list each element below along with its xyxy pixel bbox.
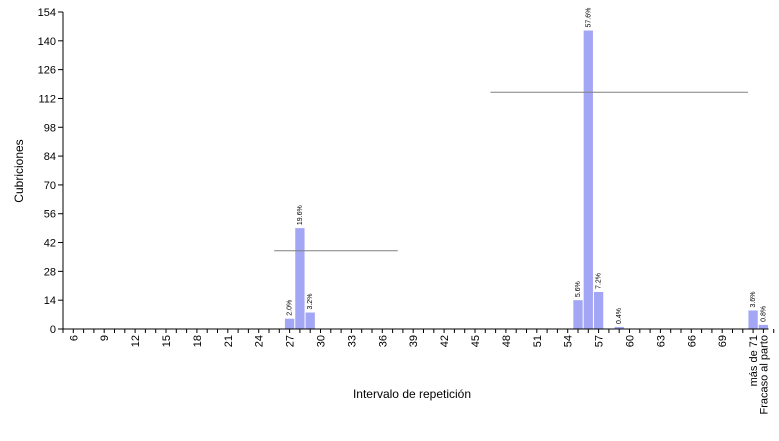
reference-lines-group bbox=[274, 91, 748, 252]
bar-percent-label: 3.2% bbox=[307, 294, 314, 310]
bar bbox=[295, 228, 305, 329]
bar bbox=[583, 30, 593, 330]
x-tick-label: 42 bbox=[439, 335, 451, 347]
y-tick-label: 140 bbox=[38, 36, 56, 48]
x-tick-label: 33 bbox=[346, 335, 358, 347]
bar bbox=[305, 312, 315, 329]
y-tick-label: 14 bbox=[44, 295, 56, 307]
x-tick-label: 6 bbox=[68, 335, 80, 341]
x-tick-label: 51 bbox=[532, 335, 544, 347]
bar-percent-label: 0.8% bbox=[760, 306, 767, 322]
bar-percent-label: 0.4% bbox=[616, 308, 623, 324]
bar-percent-label: 3.6% bbox=[750, 292, 757, 308]
bar bbox=[758, 324, 769, 329]
x-tick-label: más de 71 bbox=[748, 335, 760, 386]
x-tick-label: 18 bbox=[192, 335, 204, 347]
bar-percent-label: 7.2% bbox=[596, 273, 603, 289]
x-tick-label: 21 bbox=[223, 335, 235, 347]
bar-percent-label: 57.6% bbox=[585, 8, 592, 28]
y-tick-label: 0 bbox=[50, 324, 56, 336]
x-tick-label: 12 bbox=[130, 335, 142, 347]
y-tick-label: 126 bbox=[38, 65, 56, 77]
bar bbox=[573, 300, 583, 329]
y-tick-label: 154 bbox=[38, 7, 56, 19]
x-tick-label: 63 bbox=[655, 335, 667, 347]
x-tick-label: 39 bbox=[408, 335, 420, 347]
bar bbox=[614, 326, 624, 329]
x-tick-label: 15 bbox=[161, 335, 173, 347]
bar-percent-label: 2.0% bbox=[287, 300, 294, 316]
x-tick-label: 66 bbox=[686, 335, 698, 347]
y-tick-label: 28 bbox=[44, 266, 56, 278]
bar bbox=[748, 310, 758, 329]
bar-percent-label: 5.6% bbox=[575, 281, 582, 297]
x-tick-label: 57 bbox=[594, 335, 606, 347]
x-tick-label: 54 bbox=[563, 335, 575, 347]
x-tick-label: 45 bbox=[470, 335, 482, 347]
x-tick-label: Fracaso al parto bbox=[758, 335, 770, 414]
y-tick-label: 42 bbox=[44, 238, 56, 250]
bars-group bbox=[284, 30, 769, 330]
bar-percent-label: 19.6% bbox=[297, 205, 304, 225]
y-axis-title: Cubriciones bbox=[12, 139, 26, 202]
bar bbox=[284, 318, 295, 329]
y-tick-label: 56 bbox=[44, 209, 56, 221]
x-tick-label: 48 bbox=[501, 335, 513, 347]
x-axis-title: Intervalo de repetición bbox=[353, 387, 471, 401]
y-tick-label: 84 bbox=[44, 151, 56, 163]
y-tick-label: 70 bbox=[44, 180, 56, 192]
x-tick-label: 30 bbox=[316, 335, 328, 347]
x-tick-label: 24 bbox=[254, 335, 266, 347]
x-tick-label: 69 bbox=[717, 335, 729, 347]
bar bbox=[593, 291, 604, 329]
x-tick-label: 60 bbox=[625, 335, 637, 347]
x-tick-label: 9 bbox=[99, 335, 111, 341]
axes-group bbox=[58, 11, 775, 333]
y-tick-label: 112 bbox=[38, 93, 56, 105]
x-tick-label: 36 bbox=[377, 335, 389, 347]
x-tick-label: 27 bbox=[285, 335, 297, 347]
y-tick-label: 98 bbox=[44, 122, 56, 134]
labels-group: 2.0% 19.6% 3.2% 5.6% 57.6% 7.2% 0.4% 3.6%0.8% 0 1… bbox=[38, 7, 771, 414]
